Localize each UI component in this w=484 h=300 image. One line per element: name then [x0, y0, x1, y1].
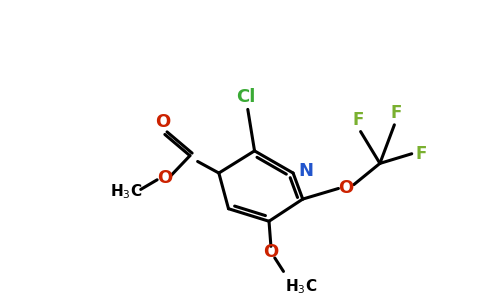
Text: O: O	[263, 243, 279, 261]
Text: N: N	[298, 162, 313, 180]
Text: O: O	[155, 112, 170, 130]
Text: F: F	[353, 111, 364, 129]
Text: H$_3$C: H$_3$C	[286, 277, 318, 296]
Text: Cl: Cl	[236, 88, 256, 106]
Text: O: O	[338, 179, 354, 197]
Text: F: F	[416, 145, 427, 163]
Text: O: O	[157, 169, 172, 187]
Text: F: F	[391, 104, 402, 122]
Text: H$_3$C: H$_3$C	[110, 182, 142, 201]
